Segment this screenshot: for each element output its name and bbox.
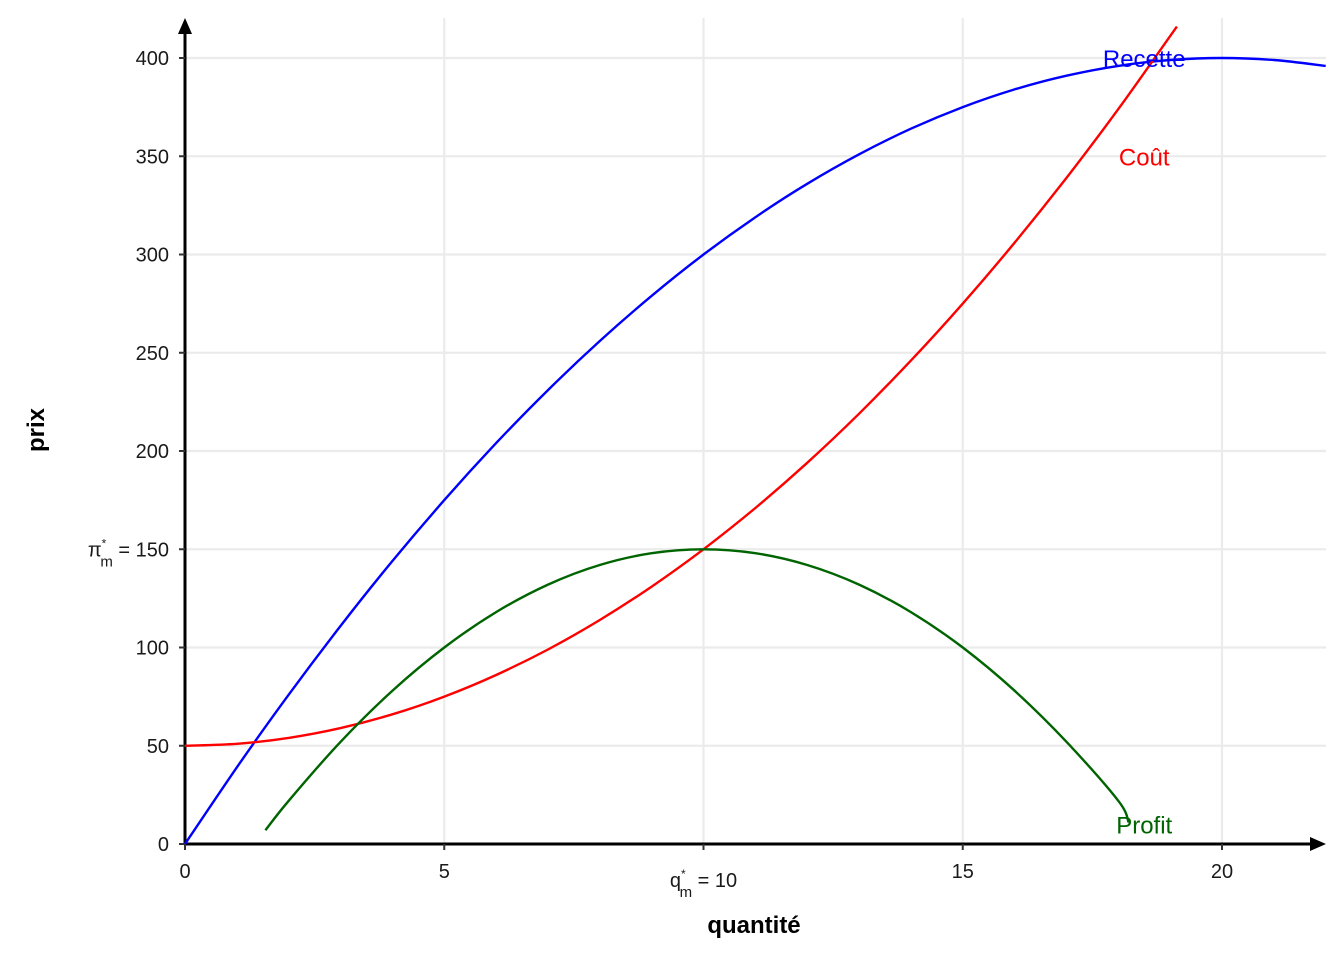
y-tick-label: 100 — [136, 638, 169, 660]
y-tick-label: 50 — [147, 736, 169, 758]
y-tick-label: 200 — [136, 441, 169, 463]
y-axis-arrow — [178, 18, 192, 34]
y-tick-label: 350 — [136, 146, 169, 168]
x-tick-label: 0 — [179, 861, 190, 883]
series-line-co-t — [184, 25, 1178, 747]
x-axis-arrow — [1310, 837, 1326, 851]
x-tick-label: 5 — [439, 861, 450, 883]
series-labels: Recette Coût Profit — [1103, 46, 1186, 839]
y-tick-label: 250 — [136, 343, 169, 365]
series-line-profit — [264, 548, 1130, 831]
x-tick-label: 20 — [1211, 861, 1233, 883]
series-line-recette — [184, 56, 1326, 845]
series-label-recette: Recette — [1103, 46, 1186, 73]
y-tick-label: 400 — [136, 48, 169, 70]
y-tick-label: π* m = 150 — [88, 536, 169, 570]
x-axis-title: quantité — [707, 912, 800, 939]
series-label-profit: Profit — [1116, 812, 1172, 839]
y-tick-label: 0 — [158, 834, 169, 856]
axes — [178, 18, 1326, 851]
series — [184, 25, 1326, 845]
x-tick-label: 15 — [952, 861, 974, 883]
grid — [185, 18, 1326, 844]
y-axis-title: prix — [23, 407, 50, 452]
x-tick-label: q* m = 10 — [670, 867, 737, 901]
y-tick-label: 300 — [136, 245, 169, 267]
series-label-co-t: Coût — [1119, 144, 1170, 171]
